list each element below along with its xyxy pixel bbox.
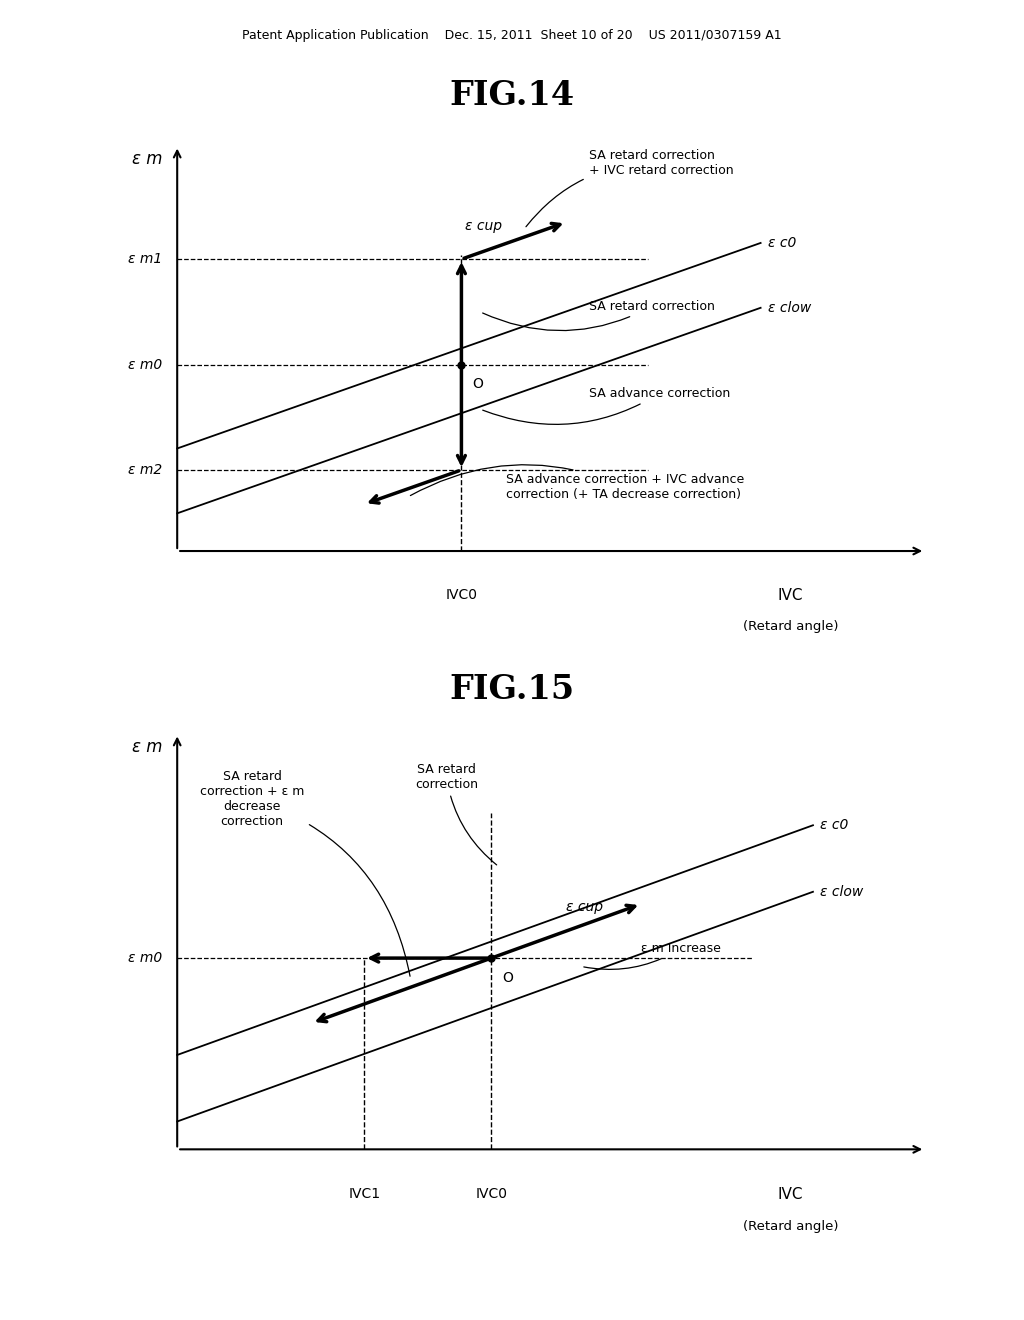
Text: IVC0: IVC0 (475, 1187, 507, 1201)
Text: ε c0: ε c0 (820, 818, 849, 832)
Text: ε m: ε m (132, 149, 163, 168)
Text: IVC: IVC (778, 587, 803, 602)
Text: ε m2: ε m2 (128, 463, 162, 477)
Text: ε c0: ε c0 (768, 236, 797, 249)
Text: (Retard angle): (Retard angle) (742, 620, 839, 632)
Text: SA retard
correction + ε m
decrease
correction: SA retard correction + ε m decrease corr… (200, 770, 410, 977)
Text: FIG.15: FIG.15 (450, 673, 574, 706)
Text: SA retard correction
+ IVC retard correction: SA retard correction + IVC retard correc… (526, 149, 733, 227)
Text: SA retard correction: SA retard correction (482, 300, 715, 330)
Text: ε clow: ε clow (820, 884, 863, 899)
Text: O: O (503, 970, 513, 985)
Text: ε m: ε m (132, 738, 163, 756)
Text: ε m0: ε m0 (128, 952, 162, 965)
Text: ε m Increase: ε m Increase (584, 942, 721, 969)
Text: IVC: IVC (778, 1187, 803, 1201)
Text: FIG.14: FIG.14 (450, 79, 574, 112)
Text: (Retard angle): (Retard angle) (742, 1220, 839, 1233)
Text: SA retard
correction: SA retard correction (415, 763, 497, 865)
Text: IVC0: IVC0 (445, 587, 477, 602)
Text: O: O (473, 376, 483, 391)
Text: SA advance correction + IVC advance
correction (+ TA decrease correction): SA advance correction + IVC advance corr… (411, 465, 744, 502)
Text: ε cup: ε cup (566, 900, 603, 915)
Text: ε m1: ε m1 (128, 252, 162, 267)
Text: ε m0: ε m0 (128, 358, 162, 371)
Text: Patent Application Publication    Dec. 15, 2011  Sheet 10 of 20    US 2011/03071: Patent Application Publication Dec. 15, … (243, 29, 781, 42)
Text: IVC1: IVC1 (348, 1187, 380, 1201)
Text: ε cup: ε cup (465, 219, 502, 232)
Text: SA advance correction: SA advance correction (482, 387, 730, 425)
Text: ε clow: ε clow (768, 301, 811, 314)
